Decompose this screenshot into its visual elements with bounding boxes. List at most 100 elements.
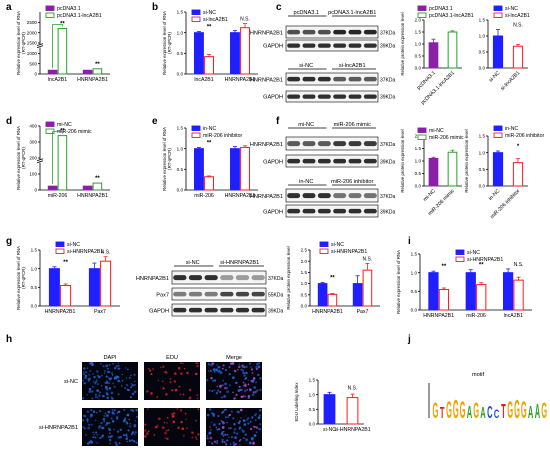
cell-nucleus [125, 377, 128, 379]
blot-group-label: miR-206 mimic [334, 122, 371, 128]
legend-label: si-NC [331, 242, 344, 248]
y-axis-label: Relative expression level of RNA [162, 11, 167, 75]
legend-label: si-HNRNPA2B1 [467, 257, 503, 263]
cell-nucleus [253, 434, 257, 437]
cell-nucleus [119, 428, 122, 431]
cell-nucleus [242, 436, 245, 440]
cell-nucleus [184, 412, 187, 415]
bar [512, 162, 524, 187]
cell-nucleus [112, 362, 114, 365]
blot-row-label: GAPDH [263, 159, 283, 165]
cell-nucleus [130, 386, 133, 389]
bar [428, 158, 439, 187]
cell-nucleus [182, 434, 185, 437]
motif-letter: T [440, 404, 445, 422]
cell-nucleus [234, 436, 237, 439]
y-axis-label: (RT-qPCR) [167, 32, 172, 54]
category-label: si-NC [488, 70, 502, 84]
cell-nucleus [228, 384, 231, 387]
blot-band [302, 158, 316, 164]
blot-frame [285, 136, 379, 151]
y-tick-label: 0 [34, 188, 37, 193]
legend-swatch [493, 12, 503, 18]
cell-nucleus [223, 441, 226, 444]
blot-g: si-NC si-HNRNPA2B1 HNRNPA2B1 37KDa Pax7 55KDa… [136, 260, 284, 317]
cell-nucleus [211, 390, 214, 393]
cell-nucleus [214, 380, 216, 382]
cell-nucleus [224, 386, 227, 390]
cell-nucleus [145, 389, 149, 393]
cell-nucleus [221, 426, 225, 429]
category-label: si-NC [323, 427, 336, 433]
cell-nucleus [258, 414, 262, 417]
cell-nucleus [123, 408, 126, 411]
cell-nucleus [124, 417, 126, 420]
motif-letter: G [541, 399, 547, 423]
cell-nucleus [111, 372, 113, 374]
cell-nucleus [156, 396, 159, 398]
panel-label: g [6, 236, 12, 247]
motif-letter: A [528, 402, 533, 422]
cell-nucleus [111, 420, 115, 423]
cell-nucleus [134, 380, 136, 383]
cell-nucleus [248, 388, 252, 391]
category-label: Pax7 [357, 309, 369, 315]
y-tick-label: 0.5 [177, 167, 184, 172]
cell-nucleus [226, 387, 229, 390]
blot-band [333, 76, 347, 82]
cell-nucleus [195, 419, 197, 422]
motif-letter: G [460, 396, 466, 423]
significance-label: ** [207, 140, 212, 146]
cell-nucleus [89, 370, 92, 373]
y-axis-label: (RT-qPCR) [167, 148, 172, 170]
cell-nucleus [107, 436, 110, 439]
cell-nucleus [165, 371, 168, 374]
cell-nucleus [229, 443, 232, 445]
cell-nucleus [242, 419, 245, 422]
cell-nucleus [223, 395, 227, 398]
cell-nucleus [90, 409, 93, 412]
cell-nucleus [81, 379, 85, 382]
blot-band [235, 275, 250, 281]
cell-nucleus [91, 390, 94, 393]
blot-frame [285, 72, 379, 86]
blot-band [173, 291, 187, 297]
cell-nucleus [86, 418, 89, 421]
blot-frame [285, 154, 379, 168]
y-tick-label: 1.5 [301, 270, 308, 275]
cell-nucleus [131, 384, 134, 387]
cell-nucleus [226, 439, 229, 442]
legend-label: in-NC [505, 126, 519, 132]
legend-label: miR-206 mimic [429, 135, 464, 141]
legend-swatch [417, 12, 427, 18]
cell-nucleus [92, 431, 94, 434]
cell-nucleus [124, 367, 127, 369]
cell-nucleus [248, 362, 251, 365]
bar [47, 185, 58, 191]
axis-break-mark [36, 160, 44, 164]
cell-nucleus [189, 396, 192, 399]
y-tick-label: 1.0 [177, 146, 184, 151]
blot-band [317, 158, 331, 164]
y-axis-label: Relative expression level of RNA [16, 126, 21, 190]
cell-nucleus [236, 410, 239, 413]
cell-nucleus [94, 393, 97, 396]
cell-nucleus [131, 431, 135, 434]
blot-band [302, 29, 316, 35]
cell-nucleus [87, 426, 91, 430]
blot-band [302, 141, 316, 147]
y-tick-label: 1.0 [301, 281, 308, 286]
cell-nucleus [162, 387, 165, 390]
cell-nucleus [250, 366, 252, 368]
cell-nucleus [221, 440, 224, 443]
bar [194, 148, 204, 191]
cell-nucleus [235, 381, 238, 385]
cell-nucleus [113, 378, 116, 380]
cell-nucleus [245, 376, 248, 379]
blot-row-label: HNRNPA2B1 [250, 30, 283, 36]
cell-nucleus [117, 367, 120, 370]
blot-group-label: pcDNA3.1-lncA2B1 [328, 10, 376, 16]
cell-nucleus [186, 371, 189, 375]
cell-nucleus [100, 363, 102, 365]
